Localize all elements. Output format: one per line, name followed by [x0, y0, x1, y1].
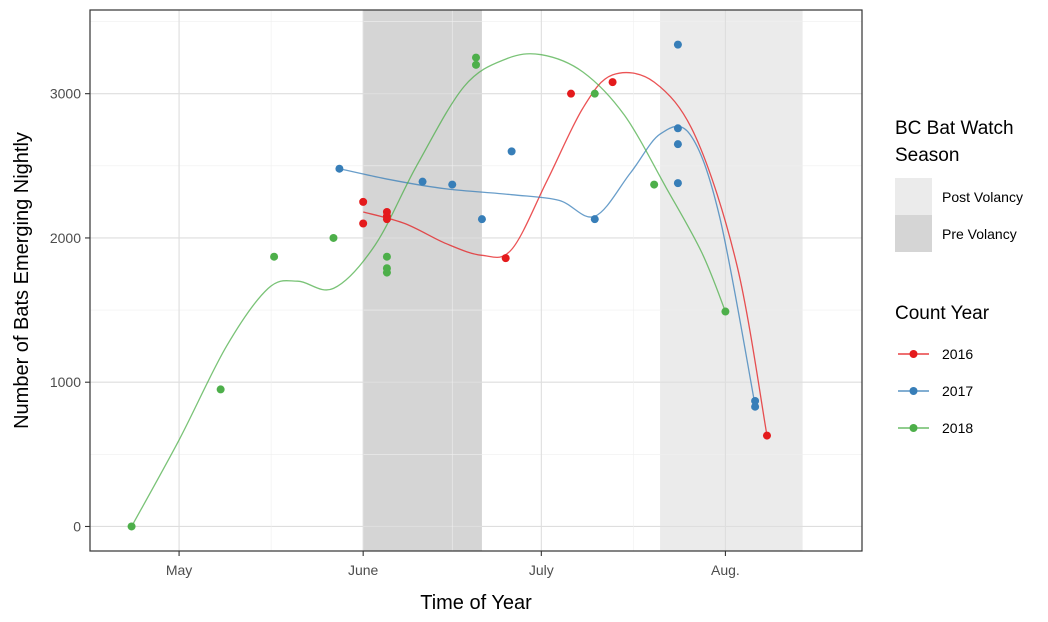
data-point-2016 [608, 78, 617, 87]
data-point-2016 [762, 431, 771, 440]
legend-label: 2017 [942, 383, 973, 399]
data-point-2018 [216, 385, 225, 394]
y-tick-label: 3000 [50, 86, 81, 102]
data-point-2018 [472, 60, 480, 69]
legend-title-season: BC Bat Watch [895, 118, 1014, 139]
data-point-2017 [751, 396, 760, 405]
plot-panel-border [89, 9, 863, 552]
data-point-2017 [477, 215, 486, 224]
grid-lines [90, 10, 862, 551]
data-point-2018 [270, 252, 279, 261]
legend-label: Pre Volancy [942, 226, 1017, 242]
legend-title-season: Season [895, 145, 959, 166]
legend: BC Bat Watch Season Post Volancy Pre Volanc… [895, 118, 1023, 436]
x-tick-label: July [529, 562, 554, 578]
data-point-2017 [507, 147, 516, 156]
data-point-2016 [359, 197, 368, 206]
legend-key-point-2016 [909, 350, 918, 358]
data-point-2018 [329, 233, 338, 242]
y-axis: 0 1000 2000 3000 [50, 86, 90, 534]
trend-line-2017 [339, 125, 756, 406]
shaded-region-post-volancy [660, 10, 803, 551]
data-point-2017 [448, 180, 457, 189]
legend-swatch-post-volancy [895, 178, 932, 215]
y-axis-title: Number of Bats Emerging Nightly [11, 132, 33, 429]
x-tick-label: Aug. [711, 562, 740, 578]
legend-key-point-2017 [909, 387, 918, 395]
shaded-regions [363, 10, 803, 551]
legend-label: 2016 [942, 346, 973, 362]
data-points [127, 40, 771, 531]
legend-label: Post Volancy [942, 189, 1023, 205]
data-point-2017 [751, 402, 760, 411]
data-point-2017 [590, 215, 599, 224]
data-point-2018 [127, 522, 136, 531]
x-axis-title: Time of Year [420, 592, 532, 614]
data-point-2018 [382, 268, 391, 277]
y-tick-label: 0 [73, 518, 81, 534]
data-point-2017 [418, 177, 427, 186]
data-point-2018 [382, 252, 391, 261]
shaded-region-pre-volancy [363, 10, 482, 551]
legend-label: 2018 [942, 420, 973, 436]
legend-swatch-pre-volancy [895, 215, 932, 252]
trend-line-2016 [363, 71, 768, 436]
data-point-2017 [673, 179, 682, 188]
x-axis: May June July Aug. [166, 551, 740, 578]
data-point-2016 [359, 219, 368, 228]
data-point-2017 [673, 124, 682, 133]
x-tick-label: May [166, 562, 192, 578]
data-point-2018 [590, 89, 599, 98]
y-tick-label: 2000 [50, 230, 81, 246]
trend-lines [131, 53, 768, 527]
data-point-2018 [472, 53, 480, 62]
data-point-2017 [673, 140, 682, 149]
data-point-2018 [650, 180, 659, 189]
legend-key-point-2018 [909, 424, 918, 432]
data-point-2016 [567, 89, 576, 98]
data-point-2017 [673, 40, 682, 49]
data-point-2016 [501, 254, 510, 263]
y-tick-label: 1000 [50, 374, 81, 390]
x-tick-label: June [348, 562, 379, 578]
data-point-2018 [721, 307, 730, 316]
legend-title-count-year: Count Year [895, 303, 990, 324]
trend-line-2018 [131, 53, 727, 527]
data-point-2017 [335, 164, 344, 173]
data-point-2016 [382, 215, 391, 224]
